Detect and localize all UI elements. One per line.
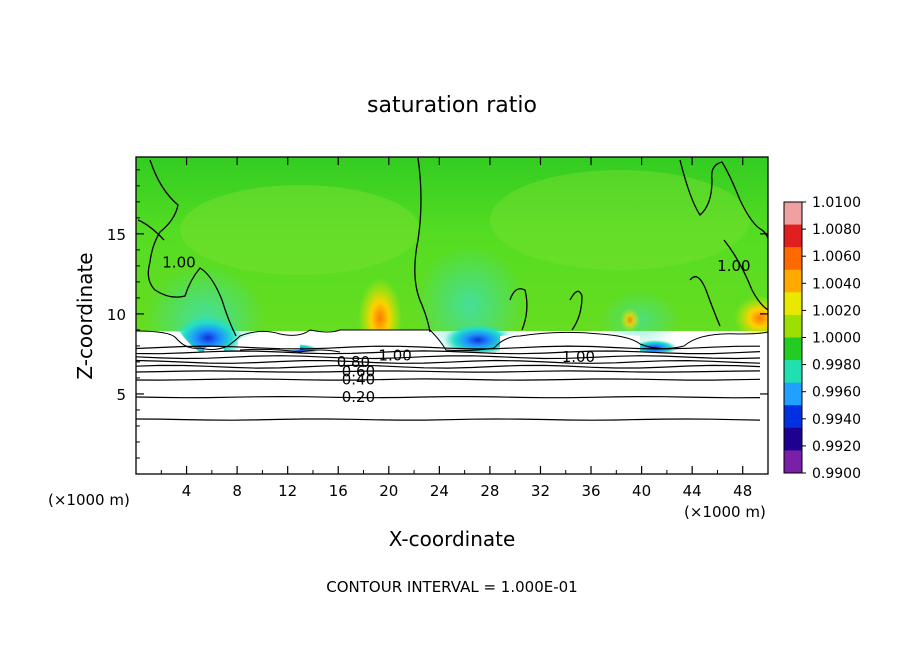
colorbar: 1.0100 1.0080 1.0060 1.0040 1.0020 1.0000 0.99…	[783, 195, 861, 482]
contour-level-line	[136, 378, 761, 381]
contour-level-line	[136, 345, 761, 350]
colorbar-label: 1.0000	[812, 331, 861, 347]
contour-level-line	[136, 395, 761, 399]
x-tick-label: 12	[278, 482, 297, 500]
y-tick-label: 5	[116, 386, 126, 404]
colorbar-label: 0.9900	[812, 466, 861, 482]
x-tick-label: 16	[329, 482, 348, 500]
colorbar-label: 1.0040	[812, 276, 861, 292]
x-axis-unit-left: (×1000 m)	[48, 491, 130, 509]
colorbar-label: 1.0060	[812, 249, 861, 265]
colorbar-label: 0.9920	[812, 439, 861, 455]
x-axis-unit-right: (×1000 m)	[684, 503, 766, 521]
colorbar-label: 0.9960	[812, 385, 861, 401]
colorbar-segment	[784, 405, 802, 429]
contour-level-line	[136, 355, 761, 360]
contour-label: 0.40	[342, 371, 375, 389]
contour-label: 1.00	[162, 254, 195, 272]
cloud-edge-contours	[136, 329, 768, 353]
contour-label: 1.00	[717, 257, 750, 275]
x-tick-label: 8	[232, 482, 242, 500]
contour-level-line	[136, 364, 761, 369]
y-axis: 5 10 15	[107, 169, 768, 459]
colorbar-label: 1.0100	[812, 195, 861, 211]
colorbar-label: 1.0020	[812, 303, 861, 319]
y-tick-label: 10	[107, 306, 126, 324]
contour-labels: 1.00 1.00 1.00 1.00 0.800.600.400.20	[162, 254, 750, 406]
colorbar-segment	[784, 337, 802, 361]
x-axis: 4 8 12 16 20 24 28 32 36 40 44 48	[160, 157, 752, 500]
x-tick-label: 48	[733, 482, 752, 500]
contour-label: 1.00	[562, 348, 595, 366]
x-tick-label: 32	[531, 482, 550, 500]
colorbar-segment	[784, 382, 802, 406]
colorbar-segment	[784, 450, 802, 474]
x-tick-label: 44	[683, 482, 702, 500]
x-tick-label: 36	[581, 482, 600, 500]
y-axis-title: Z-coordinate	[73, 252, 97, 379]
colorbar-segment	[784, 224, 802, 248]
colorbar-label: 0.9940	[812, 412, 861, 428]
colorbar-segment	[784, 269, 802, 293]
x-tick-label: 4	[182, 482, 192, 500]
y-tick-label: 15	[107, 226, 126, 244]
x-tick-label: 40	[632, 482, 651, 500]
x-tick-label: 20	[379, 482, 398, 500]
x-tick-label: 24	[430, 482, 449, 500]
colorbar-label: 0.9980	[812, 358, 861, 374]
contour-level-line	[136, 370, 761, 373]
colorbar-segment	[784, 202, 802, 226]
contour-lines-lower	[136, 345, 761, 421]
contour-lines-upper	[137, 157, 768, 337]
colorbar-segment	[784, 314, 802, 338]
contour-level-line	[136, 418, 761, 421]
colorbar-segment	[784, 292, 802, 316]
contour-interval-note: CONTOUR INTERVAL = 1.000E-01	[326, 578, 577, 596]
heatmap-field	[136, 157, 768, 474]
x-axis-title: X-coordinate	[389, 527, 516, 551]
chart-title: saturation ratio	[367, 93, 537, 118]
contour-label: 0.80	[337, 353, 370, 371]
contour-level-line	[136, 359, 761, 364]
colorbar-label: 1.0080	[812, 222, 861, 238]
contour-label: 0.60	[342, 363, 375, 381]
colorbar-segment	[784, 360, 802, 384]
plot-frame	[135, 156, 769, 475]
colorbar-segment	[784, 247, 802, 271]
contour-level-line	[136, 350, 761, 355]
colorbar-segment	[784, 427, 802, 451]
contour-label: 1.00	[378, 347, 411, 365]
contour-label: 0.20	[342, 388, 375, 406]
x-tick-label: 28	[480, 482, 499, 500]
